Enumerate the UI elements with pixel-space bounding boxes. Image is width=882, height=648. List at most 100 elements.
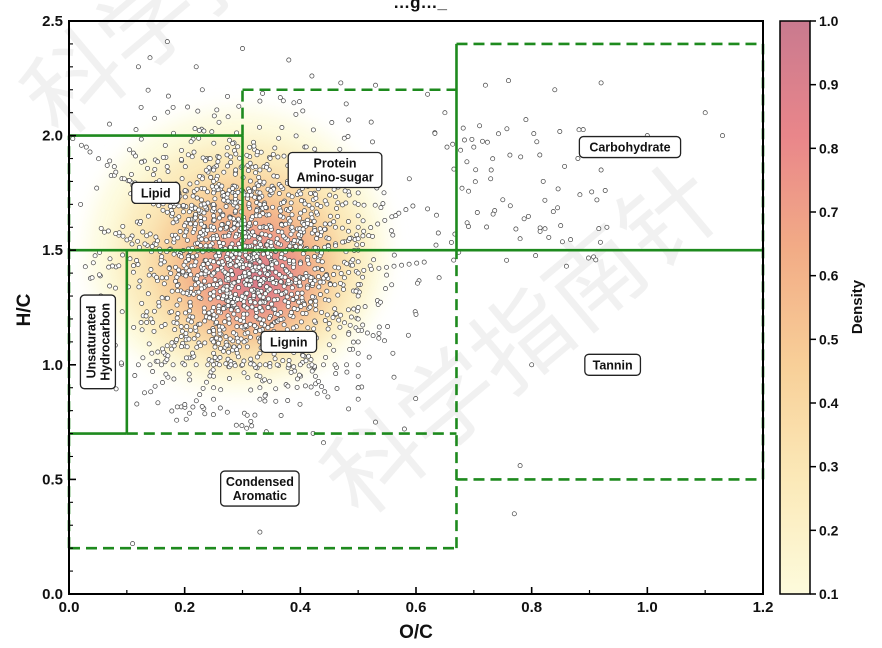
data-point: [323, 354, 329, 360]
data-point: [552, 87, 558, 93]
data-point: [251, 143, 257, 149]
data-point: [255, 183, 261, 189]
data-point: [243, 323, 249, 328]
data-point: [338, 80, 344, 86]
data-point: [268, 188, 274, 194]
data-point: [224, 224, 229, 230]
data-point: [148, 316, 154, 322]
data-point: [194, 180, 200, 186]
data-point: [192, 215, 198, 221]
data-point: [190, 404, 196, 410]
data-point: [186, 268, 192, 274]
data-point: [273, 398, 279, 404]
data-point: [189, 154, 195, 160]
data-point: [396, 210, 402, 216]
data-point: [406, 176, 412, 182]
data-point: [490, 156, 496, 162]
data-point: [247, 178, 253, 184]
data-point: [191, 291, 197, 297]
data-point: [133, 153, 138, 159]
data-point: [484, 139, 490, 145]
data-point: [298, 210, 304, 216]
data-point: [154, 274, 159, 280]
data-point: [155, 159, 161, 165]
data-point: [182, 188, 188, 193]
data-point: [144, 319, 150, 325]
data-point: [206, 329, 212, 335]
data-point: [210, 412, 216, 418]
data-point: [177, 297, 183, 303]
data-point: [98, 225, 104, 231]
data-point: [217, 215, 222, 221]
data-point: [406, 261, 412, 267]
data-point: [355, 201, 361, 207]
region-label-text: Amino-sugar: [296, 170, 373, 184]
data-point: [234, 324, 240, 329]
data-point: [94, 185, 100, 191]
data-point: [160, 207, 166, 213]
data-point: [376, 335, 382, 341]
data-point: [413, 396, 419, 402]
data-point: [425, 91, 431, 97]
data-point: [188, 221, 193, 227]
data-point: [350, 339, 356, 345]
data-point: [297, 99, 302, 105]
data-point: [96, 272, 102, 278]
data-point: [297, 362, 303, 368]
data-point: [261, 267, 267, 273]
data-point: [474, 210, 480, 215]
data-point: [162, 322, 168, 327]
data-point: [563, 263, 569, 269]
data-point: [355, 396, 361, 402]
data-point: [355, 350, 361, 356]
data-point: [319, 384, 325, 390]
data-point: [257, 385, 263, 391]
data-point: [203, 268, 209, 274]
data-point: [282, 274, 288, 280]
data-point: [142, 241, 148, 247]
data-point: [300, 310, 306, 316]
data-point: [193, 221, 198, 227]
data-point: [442, 110, 448, 116]
data-point: [228, 244, 233, 250]
data-point: [240, 46, 245, 51]
data-point: [344, 261, 350, 267]
data-point: [203, 243, 209, 249]
data-point: [297, 215, 302, 221]
y-axis: 0.0 0.5 1.0 1.5 2.0 2.5: [42, 13, 76, 603]
data-point: [248, 418, 254, 424]
data-point: [231, 344, 237, 350]
data-point: [127, 236, 133, 242]
data-point: [276, 135, 282, 141]
data-point: [252, 194, 258, 200]
data-point: [205, 261, 211, 267]
data-point: [178, 254, 184, 260]
data-point: [225, 191, 231, 197]
data-point: [312, 318, 318, 324]
data-point: [322, 389, 328, 395]
data-point: [720, 133, 725, 139]
data-point: [101, 229, 107, 235]
data-point: [174, 417, 180, 423]
region-label-text: Hydrocarbon: [98, 303, 112, 381]
data-point: [278, 208, 284, 214]
region-label: Tannin: [584, 353, 642, 376]
data-point: [135, 362, 141, 368]
data-point: [381, 190, 387, 196]
data-point: [332, 362, 338, 368]
data-point: [190, 254, 196, 260]
colorbar-gradient: [779, 20, 811, 595]
data-point: [257, 362, 263, 368]
region-label-text: Protein: [314, 156, 357, 170]
data-point: [360, 218, 366, 224]
data-point: [360, 233, 366, 239]
data-point: [190, 193, 196, 199]
data-point: [480, 138, 485, 144]
data-point: [239, 423, 245, 429]
data-point: [542, 226, 548, 232]
data-point: [290, 325, 296, 331]
data-point: [222, 269, 228, 275]
data-point: [135, 238, 141, 244]
data-point: [246, 271, 252, 277]
